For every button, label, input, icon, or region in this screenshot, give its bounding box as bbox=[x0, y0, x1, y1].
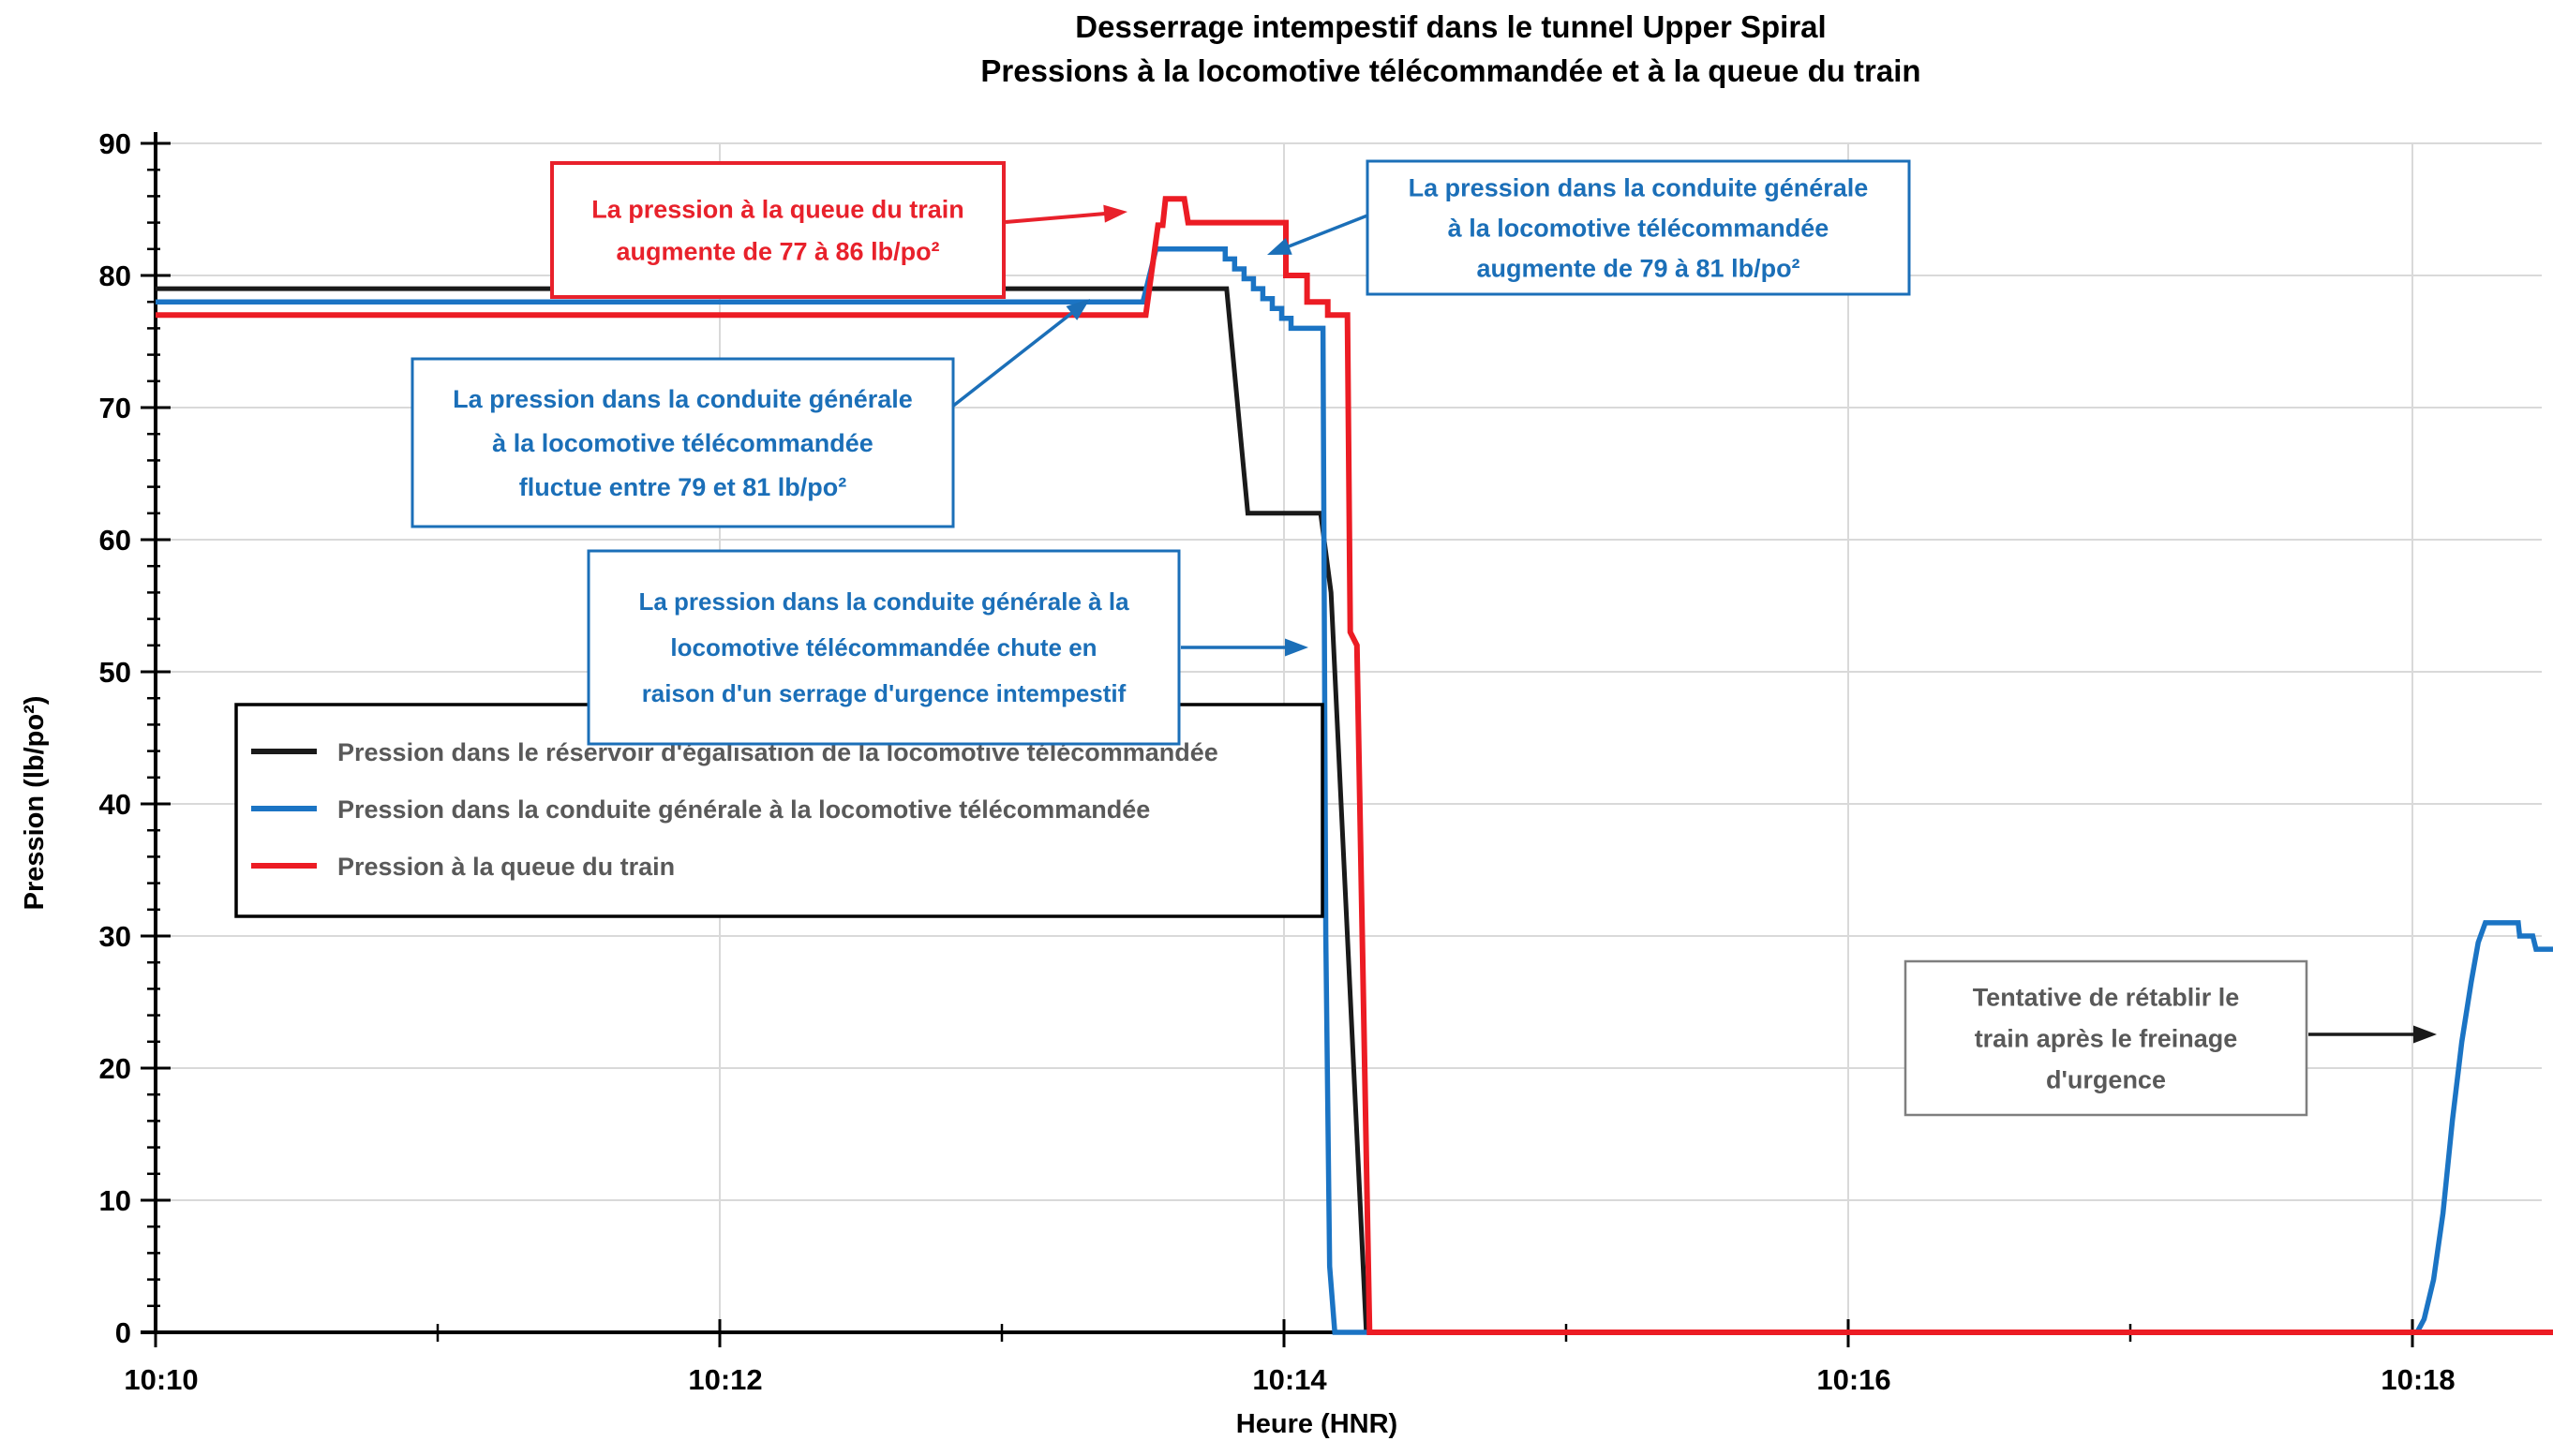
x-tick-label: 10:18 bbox=[2381, 1363, 2455, 1396]
annotation-brake-pipe-fluctuate: La pression dans la conduite générale à l… bbox=[411, 299, 1090, 528]
annotation-box bbox=[411, 357, 955, 528]
x-tick-label: 10:14 bbox=[1252, 1363, 1327, 1396]
series-line-red bbox=[156, 196, 2553, 1335]
x-tick-label: 10:10 bbox=[124, 1363, 198, 1396]
annotation-text: La pression dans la conduite générale à l… bbox=[453, 385, 913, 501]
y-tick-label: 60 bbox=[99, 524, 131, 557]
x-axis-title: Heure (HNR) bbox=[1236, 1409, 1397, 1439]
y-tick-label: 80 bbox=[99, 260, 131, 292]
annotation-arrowhead bbox=[1285, 638, 1308, 657]
annotation-text: Tentative de rétablir le train après le f… bbox=[1973, 984, 2240, 1094]
annotation-brake-pipe-drop: La pression dans la conduite générale à … bbox=[587, 549, 1308, 746]
annotation-box bbox=[587, 549, 1181, 746]
x-tick-label: 10:12 bbox=[688, 1363, 762, 1396]
y-axis-title: Pression (lb/po²) bbox=[20, 696, 50, 911]
annotation-text: La pression dans la conduite générale à l… bbox=[1409, 173, 1869, 282]
chart-title-line2: Pressions à la locomotive télécommandée … bbox=[980, 53, 1920, 88]
annotation-arrow-line bbox=[1284, 214, 1368, 249]
annotations: La pression à la queue du train augmente … bbox=[411, 159, 2437, 1117]
chart-title-line1: Desserrage intempestif dans le tunnel Up… bbox=[1075, 9, 1826, 44]
legend-label: Pression dans la conduite générale à la … bbox=[337, 795, 1150, 824]
annotation-box bbox=[1366, 159, 1911, 296]
annotation-brake-pipe-rise: La pression dans la conduite générale à l… bbox=[1267, 159, 1911, 296]
annotation-arrowhead bbox=[1066, 299, 1090, 320]
annotation-arrow-line bbox=[950, 309, 1076, 409]
annotation-tail-pressure-rise: La pression à la queue du train augmente … bbox=[550, 161, 1127, 299]
y-tick-label: 50 bbox=[99, 656, 131, 689]
annotation-text: La pression à la queue du train augmente … bbox=[591, 195, 964, 265]
y-tick-label: 0 bbox=[115, 1316, 131, 1349]
series-line-blue bbox=[156, 246, 2553, 1335]
y-tick-label: 90 bbox=[99, 127, 131, 160]
y-tick-label: 30 bbox=[99, 920, 131, 953]
y-tick-label: 40 bbox=[99, 788, 131, 821]
x-tick-label: 10:16 bbox=[1816, 1363, 1890, 1396]
series-lines bbox=[156, 196, 2553, 1335]
legend-item: Pression dans la conduite générale à la … bbox=[251, 795, 1150, 824]
annotation-box bbox=[1904, 959, 2308, 1117]
y-tick-label: 70 bbox=[99, 392, 131, 424]
annotation-arrowhead bbox=[2413, 1025, 2437, 1044]
annotation-recover-attempt: Tentative de rétablir le train après le f… bbox=[1904, 959, 2437, 1117]
annotation-box bbox=[550, 161, 1006, 299]
annotation-arrow-line bbox=[1005, 211, 1109, 224]
annotation-text: La pression dans la conduite générale à … bbox=[638, 587, 1129, 707]
y-tick-label: 20 bbox=[99, 1052, 131, 1085]
annotation-arrowhead bbox=[1267, 238, 1292, 255]
annotation-arrowhead bbox=[1103, 204, 1127, 223]
y-tick-label: 10 bbox=[99, 1184, 131, 1217]
legend-label: Pression à la queue du train bbox=[337, 853, 675, 881]
legend-item: Pression à la queue du train bbox=[251, 853, 675, 881]
